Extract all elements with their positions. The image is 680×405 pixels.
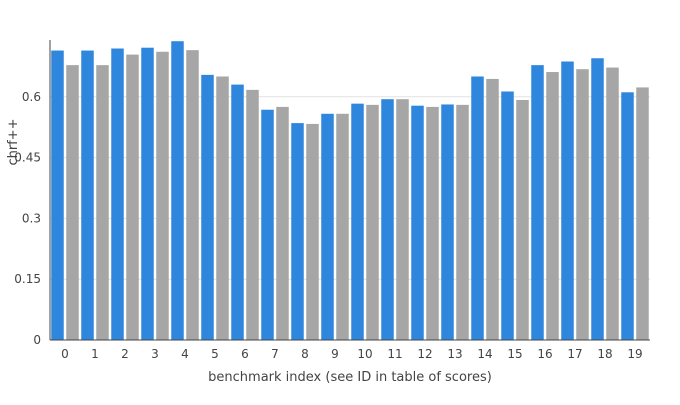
x-tick-label: 19 (627, 347, 642, 361)
bars (51, 41, 649, 341)
bar-series-1-19 (636, 87, 649, 340)
x-tick-label: 2 (121, 347, 129, 361)
x-tick-label: 12 (417, 347, 432, 361)
bar-series-1-2 (126, 54, 139, 340)
x-tick-label: 11 (387, 347, 402, 361)
bar-series-0-8 (291, 123, 304, 340)
bar-series-0-10 (351, 103, 364, 340)
bar-series-0-19 (621, 92, 634, 340)
x-tick-label: 14 (477, 347, 492, 361)
bar-series-1-14 (486, 78, 499, 341)
x-tick-label: 7 (271, 347, 279, 361)
x-tick-label: 4 (181, 347, 189, 361)
bar-series-0-14 (471, 76, 484, 341)
y-tick-label: 0.45 (14, 151, 41, 165)
bar-series-1-5 (216, 76, 229, 341)
bar-series-1-12 (426, 106, 439, 340)
x-tick-label: 13 (447, 347, 462, 361)
bar-series-0-5 (201, 74, 214, 340)
x-tick-label: 9 (331, 347, 339, 361)
x-tick-label: 3 (151, 347, 159, 361)
bar-series-0-1 (81, 50, 94, 341)
bar-series-0-0 (51, 50, 64, 341)
bar-series-0-18 (591, 58, 604, 340)
bar-series-1-8 (306, 123, 319, 341)
bar-series-1-11 (396, 99, 409, 341)
x-tick-label: 1 (91, 347, 99, 361)
bar-series-0-9 (321, 113, 334, 340)
bar-series-1-1 (96, 65, 109, 340)
bar-series-0-4 (171, 41, 184, 340)
bar-series-0-12 (411, 105, 424, 340)
x-tick-labels: 0 1 2 3 4 5 6 7 8 9 10 11 12 13 14 15 16 17 18 19 (61, 347, 642, 361)
x-tick-label: 0 (61, 347, 69, 361)
bar-series-0-11 (381, 99, 394, 341)
x-tick-label: 6 (241, 347, 249, 361)
x-axis-title: benchmark index (see ID in table of scor… (208, 370, 492, 385)
bar-series-1-13 (456, 104, 469, 340)
x-tick-label: 18 (597, 347, 612, 361)
bar-series-1-15 (516, 100, 529, 340)
bar-series-1-4 (186, 50, 199, 341)
bar-series-0-6 (231, 84, 244, 340)
gridlines (50, 96, 650, 280)
x-tick-label: 5 (211, 347, 219, 361)
y-tick-label: 0 (33, 333, 41, 347)
bar-series-1-6 (246, 89, 259, 340)
bar-series-0-17 (561, 61, 574, 341)
x-tick-label: 8 (301, 347, 309, 361)
bar-series-0-15 (501, 91, 514, 341)
bar-series-1-9 (336, 113, 349, 340)
x-tick-label: 10 (357, 347, 372, 361)
y-tick-label: 0.6 (22, 90, 41, 104)
x-tick-label: 17 (567, 347, 582, 361)
x-tick-label: 15 (507, 347, 522, 361)
bar-series-1-17 (576, 69, 589, 341)
bar-series-0-3 (141, 47, 154, 341)
y-tick-label: 0.3 (22, 211, 41, 225)
bar-series-1-7 (276, 106, 289, 340)
bar-series-1-0 (66, 65, 79, 340)
y-tick-labels: 0 0.15 0.3 0.45 0.6 (14, 90, 41, 347)
bar-series-0-7 (261, 109, 274, 340)
bar-series-1-16 (546, 72, 559, 340)
y-tick-label: 0.15 (14, 272, 41, 286)
bar-series-1-18 (606, 67, 619, 340)
bar-series-0-2 (111, 48, 124, 340)
bar-series-0-16 (531, 65, 544, 340)
x-tick-label: 16 (537, 347, 552, 361)
y-axis-title: chrf++ (6, 118, 21, 165)
bar-series-0-13 (441, 104, 454, 340)
bar-series-1-3 (156, 51, 169, 341)
bar-series-1-10 (366, 104, 379, 340)
